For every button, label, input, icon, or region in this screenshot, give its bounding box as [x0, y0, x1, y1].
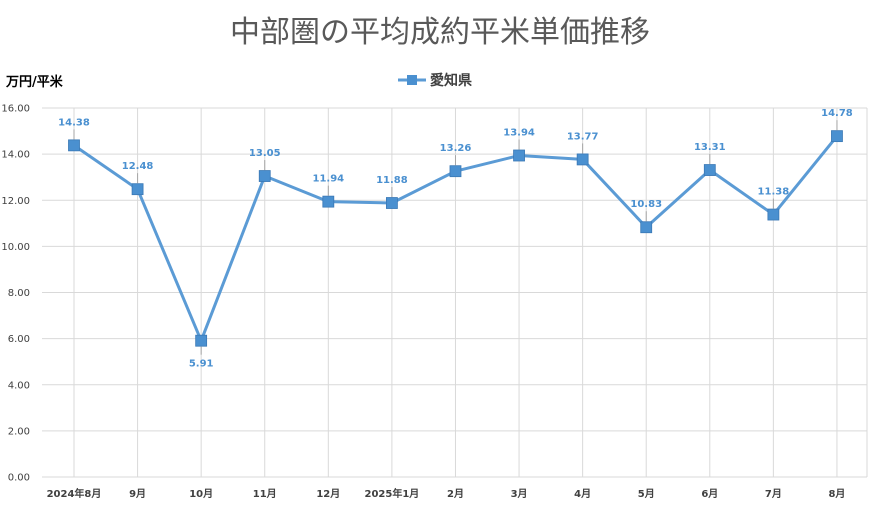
data-label: 14.78 [821, 108, 853, 119]
y-tick-label: 10.00 [1, 242, 30, 253]
data-point-marker [640, 221, 653, 234]
data-label: 5.91 [189, 359, 214, 370]
x-tick-label: 8月 [828, 488, 845, 500]
data-label: 12.48 [122, 161, 154, 172]
x-tick-label: 9月 [129, 488, 146, 500]
data-point-marker [831, 130, 843, 143]
x-tick-label: 4月 [574, 488, 591, 500]
data-point-marker [385, 197, 398, 209]
data-label: 11.38 [758, 187, 790, 198]
x-tick-label: 10月 [189, 488, 213, 500]
x-tick-label: 12月 [316, 488, 340, 500]
y-axis-ticks: 0.00 2.00 4.00 6.00 8.00 10.00 12.00 14.00 16.00 [1, 104, 30, 484]
data-label: 10.83 [630, 199, 662, 210]
x-tick-label: 5月 [638, 488, 655, 500]
x-tick-label: 2025年1月 [365, 487, 420, 500]
data-point-marker [258, 170, 271, 182]
data-label: 11.94 [312, 174, 344, 185]
x-tick-label: 6月 [701, 488, 718, 500]
y-tick-label: 6.00 [8, 334, 30, 345]
series-line [68, 130, 843, 347]
x-tick-label: 11月 [253, 488, 277, 500]
x-tick-label: 2月 [447, 488, 464, 500]
chart-title: 中部圏の平均成約平米単価推移 [230, 15, 650, 50]
x-tick-label: 2024年8月 [47, 487, 102, 500]
data-point-marker [513, 149, 525, 162]
y-tick-label: 14.00 [1, 150, 30, 161]
data-point-marker [576, 153, 589, 166]
data-point-marker [767, 208, 780, 221]
data-label: 13.94 [503, 128, 535, 139]
x-tick-label: 3月 [511, 488, 528, 500]
data-label: 14.38 [58, 117, 90, 128]
data-point-marker [449, 165, 462, 178]
grid [42, 107, 868, 478]
data-point-marker [322, 195, 335, 208]
y-tick-label: 12.00 [1, 196, 30, 207]
data-point-marker [68, 139, 80, 152]
y-tick-label: 0.00 [8, 473, 30, 484]
data-label: 13.31 [694, 142, 726, 153]
data-label: 13.77 [567, 131, 599, 142]
data-point-marker [703, 164, 716, 176]
y-tick-label: 2.00 [8, 426, 30, 437]
data-point-marker [195, 334, 208, 347]
y-tick-label: 4.00 [8, 380, 30, 391]
legend-label: 愛知県 [430, 72, 472, 89]
x-tick-label: 7月 [765, 488, 782, 500]
data-label: 13.26 [440, 143, 472, 154]
data-labels: 14.38 12.48 5.91 13.05 11.94 11.88 13.26 13.94 1… [58, 108, 853, 370]
x-axis-ticks: 2024年8月 9月 10月 11月 12月 2025年1月 2月 3月 4月 5月 6月 7月 8月 [47, 487, 846, 500]
data-point-marker [131, 183, 144, 196]
y-axis-unit-label: 万円/平米 [5, 74, 64, 90]
data-label: 13.05 [249, 148, 281, 159]
data-label: 11.88 [376, 175, 408, 186]
y-tick-label: 8.00 [8, 288, 30, 299]
y-tick-label: 16.00 [1, 104, 30, 115]
legend: 愛知県 [398, 72, 472, 89]
legend-marker [407, 75, 417, 85]
